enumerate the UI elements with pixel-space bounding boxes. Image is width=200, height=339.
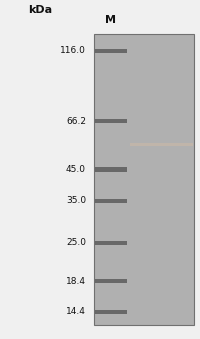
- Bar: [95, 119, 127, 123]
- Bar: [95, 49, 127, 53]
- Bar: [95, 279, 127, 283]
- Text: 14.4: 14.4: [66, 307, 86, 316]
- Text: 45.0: 45.0: [66, 165, 86, 174]
- Bar: [95, 310, 127, 314]
- Text: M: M: [106, 16, 116, 25]
- Bar: [130, 142, 193, 146]
- Text: 25.0: 25.0: [66, 238, 86, 247]
- Bar: [95, 241, 127, 245]
- Bar: [95, 167, 127, 172]
- Text: 66.2: 66.2: [66, 117, 86, 125]
- Bar: [94, 34, 194, 325]
- Text: kDa: kDa: [28, 5, 52, 15]
- Bar: [95, 199, 127, 203]
- Text: 18.4: 18.4: [66, 277, 86, 286]
- Text: 35.0: 35.0: [66, 196, 86, 205]
- Text: 116.0: 116.0: [60, 46, 86, 55]
